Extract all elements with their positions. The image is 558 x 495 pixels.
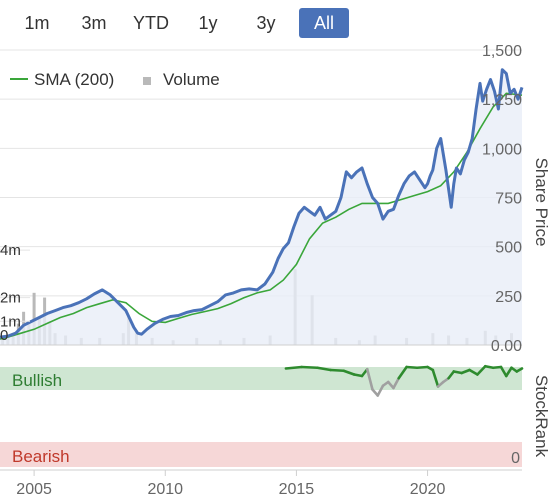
sma-line [0,92,523,340]
price-area-fill [0,69,522,345]
price-line [0,68,524,339]
stockrank-segment [431,368,440,388]
stockrank-segment [515,367,524,373]
volume-tick-label: 2m [0,290,21,307]
range-button-all[interactable]: All [299,8,349,38]
stockrank-segment [397,365,408,380]
stockrank-segment [415,365,429,370]
bullish-label: Bullish [12,371,62,390]
stockrank-segment [468,368,479,376]
price-tick-label: 1,500 [482,43,522,60]
range-button-ytd[interactable]: YTD [133,13,169,33]
range-button-1m[interactable]: 1m [24,13,50,33]
stockrank-title: StockRank [532,375,551,458]
x-tick-label: 2005 [16,481,52,495]
legend-volume-swatch [143,77,151,85]
range-button-1y[interactable]: 1y [198,13,218,33]
legend: SMA (200) Volume [10,70,220,89]
stockrank-segment [316,366,332,372]
price-lines [0,68,524,340]
legend-volume-label[interactable]: Volume [163,70,220,89]
stockrank-segment [499,365,508,378]
range-button-3y[interactable]: 3y [256,13,276,33]
x-tick-label: 2015 [279,481,315,495]
stockrank-zero-label: 0 [511,450,520,467]
price-tick-label: 1,250 [482,92,522,109]
stockrank-segment [452,370,463,375]
stockrank-segment [405,365,419,370]
volume-zero-label: 0 [0,327,8,344]
axes: 0.00 250 500 750 1,000 1,250 1,500 Share Price S… [0,43,551,495]
price-axis-title: Share Price [532,158,551,247]
price-tick-label: 0.00 [491,338,522,355]
price-tick-label: 1,000 [482,141,522,158]
price-tick-label: 750 [495,191,522,208]
stockrank-segment [342,369,356,376]
stockrank-segment [504,366,513,378]
x-tick-label: 2020 [410,481,446,495]
x-tick-label: 2010 [147,481,183,495]
price-tick-label: 250 [495,289,522,306]
stockrank-segment [447,370,456,380]
stockrank-segment [483,364,495,370]
stockrank-segment [491,365,503,370]
stockrank-segment [460,368,471,375]
volume-tick-label: 4m [0,242,21,259]
range-button-3m[interactable]: 3m [81,13,107,33]
stockrank-segment [376,384,385,397]
legend-sma-label[interactable]: SMA (200) [34,70,114,89]
stockrank-segment [365,367,374,391]
stockrank-segment [300,365,319,370]
stockrank-segment [329,368,345,373]
bearish-band [0,442,522,467]
volume-tick-label: 1m [0,313,21,330]
bearish-label: Bearish [12,447,70,466]
bullish-band [0,367,522,390]
stockrank-segment [392,376,401,390]
stockrank-segment [476,364,487,376]
stockrank-panel: Bullish Bearish 0 [0,364,524,467]
price-area [0,69,522,345]
range-selector: 1m 3m YTD 1y 3y All [0,0,400,44]
stockrank-segment [284,365,303,370]
stockrank-segment [352,373,364,378]
price-tick-label: 500 [495,240,522,257]
